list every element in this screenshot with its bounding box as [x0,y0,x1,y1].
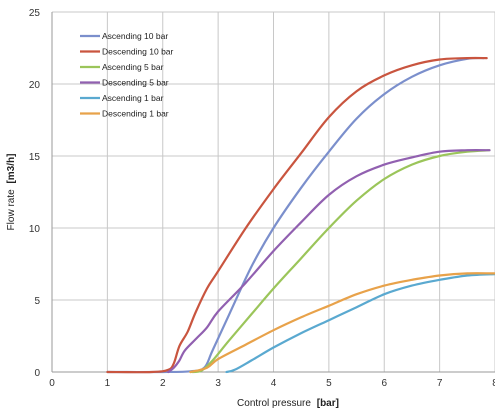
x-tick-label: 6 [381,378,387,389]
series-line-ascending-1-bar [225,273,495,374]
y-tick-label: 20 [29,80,41,91]
legend-label: Ascending 5 bar [102,62,164,72]
x-tick-label: 1 [105,378,111,389]
y-tick-label: 5 [34,296,40,307]
x-tick-label: 5 [326,378,332,389]
y-tick-label: 0 [34,368,40,379]
x-axis-label: Control pressure [237,398,311,409]
y-tick-label: 25 [29,8,41,19]
x-tick-labels: 0 1 2 3 4 5 6 7 8 [49,378,495,389]
legend-label: Descending 10 bar [102,47,174,57]
y-axis-title: Flow rate [m3/h] [6,154,17,231]
x-tick-label: 8 [492,378,495,389]
series-line-ascending-5-bar [189,149,491,374]
x-axis-unit: [bar] [317,398,339,409]
legend-label: Ascending 1 bar [102,93,164,103]
series-line-ascending-10-bar [106,56,485,374]
x-axis-title: Control pressure [bar] [237,398,339,409]
x-tick-label: 7 [437,378,443,389]
x-tick-label: 3 [215,378,221,389]
series-line-descending-5-bar [167,149,491,374]
x-tick-label: 0 [49,378,55,389]
y-tick-labels: 0 5 10 15 20 25 [29,8,41,379]
series-lines [106,56,495,374]
x-tick-label: 2 [160,378,166,389]
y-axis-unit: [m3/h] [6,154,17,184]
series-line-descending-1-bar [189,272,495,374]
y-tick-label: 15 [29,152,41,163]
series-line-descending-10-bar [106,56,488,374]
x-tick-label: 4 [271,378,277,389]
y-axis-label: Flow rate [6,189,17,231]
legend-label: Descending 1 bar [102,109,169,119]
legend-label: Ascending 10 bar [102,31,168,41]
y-tick-label: 10 [29,224,41,235]
legend-label: Descending 5 bar [102,78,169,88]
legend: Ascending 10 bar Descending 10 bar Ascendi… [80,31,174,119]
